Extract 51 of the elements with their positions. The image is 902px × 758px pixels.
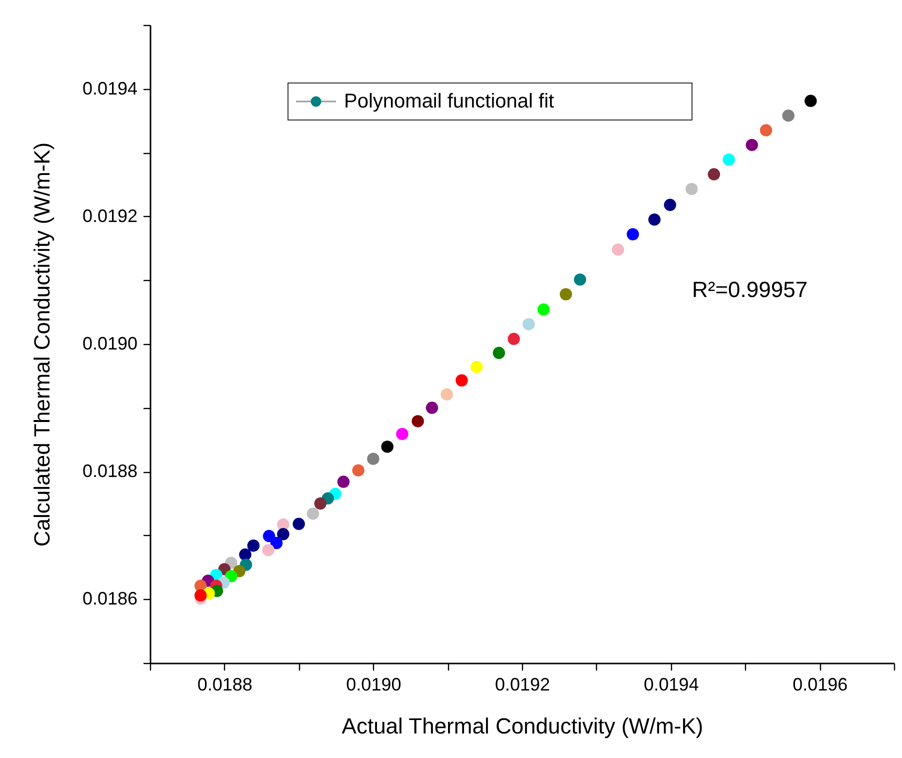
point [412, 415, 424, 428]
y-tick-label: 0.0192 [82, 206, 138, 226]
point [270, 536, 283, 550]
point [337, 476, 350, 488]
point [537, 303, 550, 316]
point [522, 318, 535, 330]
point [612, 243, 624, 256]
point [247, 539, 260, 552]
y-axis-title: Calculated Thermal Conductivity (W/m-K) [29, 142, 54, 547]
point [426, 402, 438, 414]
point [648, 213, 661, 226]
point [804, 94, 817, 108]
point [367, 452, 380, 465]
point [314, 497, 326, 510]
point [262, 530, 276, 542]
point [492, 346, 506, 360]
point [746, 138, 758, 152]
point [664, 198, 676, 212]
y-tick-label: 0.0188 [82, 461, 138, 482]
point [381, 440, 394, 453]
point [352, 464, 364, 476]
x-tick-label: 0.0192 [494, 674, 550, 694]
y-tick-label: 0.0186 [82, 588, 138, 609]
x-tick-label: 0.0188 [197, 674, 252, 694]
point [686, 182, 698, 196]
point [574, 273, 586, 286]
y-tick-label: 0.0194 [82, 78, 138, 98]
x-axis-title: Actual Thermal Conductivity (W/m-K) [342, 714, 704, 738]
point [782, 109, 794, 122]
x-tick-label: 0.0196 [792, 674, 848, 694]
point [760, 124, 772, 136]
point [456, 374, 468, 386]
point [708, 168, 720, 180]
point [277, 528, 290, 540]
point [470, 360, 483, 374]
annotation: R²=0.99957 [692, 277, 808, 302]
x-tick-label: 0.0194 [644, 674, 699, 694]
point [292, 518, 305, 530]
point [508, 332, 520, 346]
point [626, 228, 639, 240]
legend-label: Polynomail functional fit [344, 90, 555, 112]
point [306, 508, 320, 520]
y-tick-label: 0.0190 [82, 334, 138, 354]
point [194, 589, 207, 602]
point [239, 548, 252, 561]
point [396, 428, 408, 440]
point [440, 388, 453, 401]
point [560, 288, 572, 300]
point [262, 544, 274, 556]
x-tick-label: 0.0190 [346, 674, 402, 694]
point [722, 154, 735, 166]
